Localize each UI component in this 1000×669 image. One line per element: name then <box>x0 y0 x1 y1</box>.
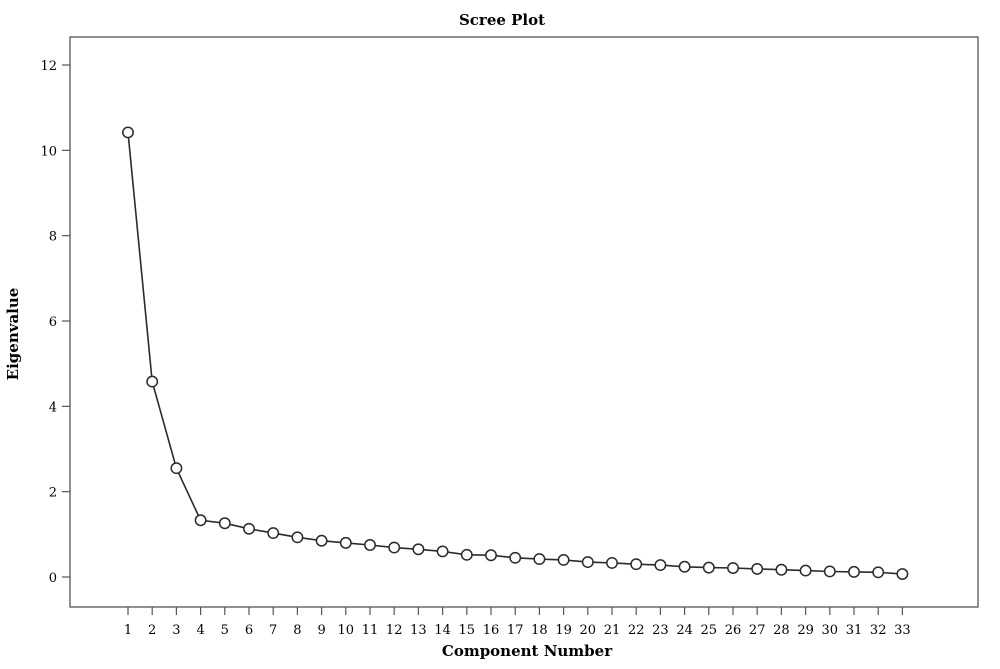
data-point <box>533 553 546 566</box>
x-tick-label: 12 <box>386 623 403 638</box>
x-tick-label: 4 <box>196 623 204 638</box>
y-tick-label: 0 <box>49 571 57 586</box>
x-tick-label: 30 <box>822 623 839 638</box>
x-tick-label: 5 <box>221 623 229 638</box>
data-point <box>170 462 183 475</box>
y-tick-label: 4 <box>49 400 57 415</box>
data-point <box>727 562 739 574</box>
x-axis-label: Component Number <box>442 642 613 660</box>
eigenvalue-series-line <box>127 132 903 575</box>
x-tick-label: 32 <box>870 623 887 638</box>
data-point <box>678 560 691 573</box>
data-point <box>339 536 352 549</box>
x-tick-label: 25 <box>701 623 718 638</box>
y-axis: 0 2 4 6 8 10 12 <box>40 59 70 586</box>
data-point <box>630 558 643 571</box>
data-point <box>823 565 836 578</box>
x-tick-label: 14 <box>434 623 451 638</box>
data-point <box>218 517 231 530</box>
x-tick-label: 20 <box>580 623 597 638</box>
x-tick-label: 26 <box>725 623 742 638</box>
x-tick-label: 27 <box>749 623 766 638</box>
data-point <box>654 559 667 572</box>
y-tick-label: 2 <box>49 486 57 501</box>
data-point <box>485 549 497 562</box>
x-axis: 1 2 3 4 5 6 7 8 9 10 11 12 13 14 15 16 17 18 19 20 21 22 23 24 2… <box>124 607 911 638</box>
y-tick-label: 10 <box>40 144 57 159</box>
x-tick-label: 17 <box>507 623 524 638</box>
y-tick-label: 12 <box>40 59 57 74</box>
data-point <box>388 541 401 554</box>
x-tick-label: 7 <box>269 623 277 638</box>
data-point <box>122 126 134 139</box>
data-point <box>799 564 812 577</box>
data-point <box>557 553 570 566</box>
x-tick-label: 23 <box>652 623 669 638</box>
x-tick-label: 2 <box>148 623 156 638</box>
x-tick-label: 33 <box>894 623 911 638</box>
x-tick-label: 8 <box>293 623 301 638</box>
data-point <box>848 565 860 578</box>
data-point <box>146 375 159 388</box>
x-tick-label: 15 <box>459 623 476 638</box>
x-tick-label: 18 <box>531 623 548 638</box>
x-tick-label: 10 <box>338 623 355 638</box>
data-point <box>291 531 304 544</box>
y-tick-label: 8 <box>49 230 57 245</box>
plot-frame <box>69 36 979 608</box>
y-axis-label: Eigenvalue <box>4 288 22 381</box>
data-point <box>243 522 255 535</box>
y-tick-label: 6 <box>49 315 57 330</box>
data-point <box>194 514 207 527</box>
data-point <box>267 527 280 540</box>
data-point <box>775 563 788 576</box>
data-point <box>509 551 522 564</box>
x-tick-label: 13 <box>410 623 427 638</box>
x-tick-label: 21 <box>604 623 621 638</box>
data-point <box>751 562 764 575</box>
data-point <box>581 556 594 569</box>
x-tick-label: 11 <box>362 623 379 638</box>
x-tick-label: 31 <box>846 623 863 638</box>
data-point <box>606 556 618 569</box>
x-tick-label: 3 <box>172 623 180 638</box>
data-point <box>896 568 909 580</box>
data-point <box>412 543 425 556</box>
x-tick-label: 29 <box>797 623 814 638</box>
data-point <box>872 566 885 579</box>
x-tick-label: 24 <box>676 623 693 638</box>
x-tick-label: 9 <box>317 623 325 638</box>
x-tick-label: 6 <box>245 623 253 638</box>
data-points <box>122 126 909 580</box>
data-point <box>702 561 715 574</box>
data-point <box>364 539 376 551</box>
x-tick-label: 22 <box>628 623 645 638</box>
x-tick-label: 19 <box>555 623 572 638</box>
x-tick-label: 16 <box>483 623 500 638</box>
data-point <box>436 545 449 558</box>
x-tick-label: 28 <box>773 623 790 638</box>
x-tick-label: 1 <box>124 623 132 638</box>
chart-title: Scree Plot <box>459 11 545 29</box>
data-point <box>460 548 473 561</box>
data-point <box>315 534 328 547</box>
